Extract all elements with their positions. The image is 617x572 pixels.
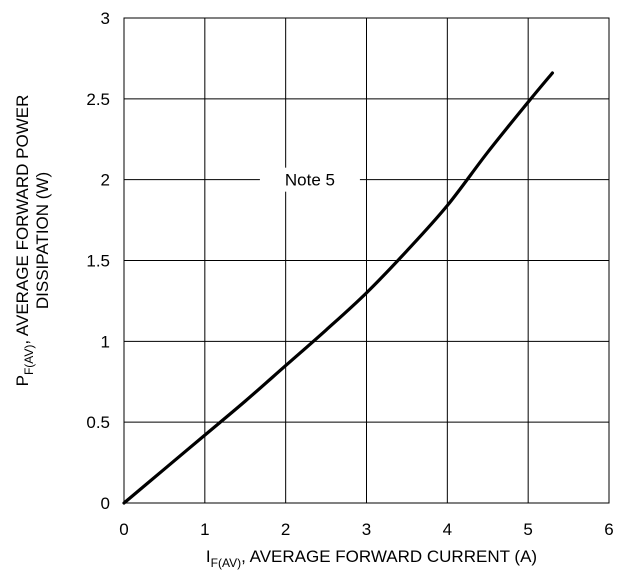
- x-tick-label: 1: [200, 520, 209, 539]
- y-tick-label: 3: [101, 9, 110, 28]
- annotations: Note 5: [259, 167, 360, 192]
- plot-frame: [123, 17, 610, 504]
- x-tick-label: 4: [443, 520, 452, 539]
- y-tick-label: 1: [101, 332, 110, 351]
- y-tick-label: 0: [101, 494, 110, 513]
- series-group: [122, 71, 555, 505]
- y-axis-title-line1: PF(AV), AVERAGE FORWARD POWER: [13, 95, 36, 387]
- y-tick-labels: 0 0.5 1 1.5 2 2.5 3: [86, 9, 110, 513]
- y-axis-title-line2: DISSIPATION (W): [33, 172, 52, 309]
- x-axis-title-subscript: F(AV): [211, 556, 241, 570]
- y-tick-label: 2: [101, 171, 110, 190]
- y-axis-title-subscript: F(AV): [22, 345, 36, 375]
- x-tick-label: 2: [281, 520, 290, 539]
- y-tick-label: 1.5: [86, 252, 110, 271]
- annotation-background: [259, 167, 360, 192]
- x-tick-labels: 0 1 2 3 4 5 6: [119, 520, 613, 539]
- y-tick-label: 0.5: [86, 413, 110, 432]
- x-tick-label: 6: [604, 520, 613, 539]
- note-annotation: Note 5: [285, 171, 335, 190]
- y-axis-title: PF(AV), AVERAGE FORWARD POWER DISSIPATIO…: [13, 95, 52, 387]
- power-curve-line: [122, 71, 555, 505]
- x-tick-label: 0: [119, 520, 128, 539]
- x-tick-label: 5: [523, 520, 532, 539]
- y-tick-label: 2.5: [86, 90, 110, 109]
- x-tick-label: 3: [362, 520, 371, 539]
- x-axis-title: IF(AV), AVERAGE FORWARD CURRENT (A): [206, 547, 537, 570]
